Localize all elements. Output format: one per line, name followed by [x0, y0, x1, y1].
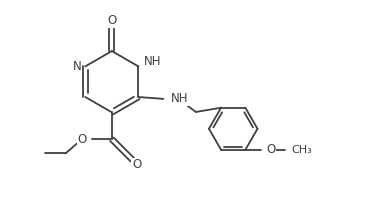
Text: O: O	[78, 133, 87, 146]
Text: N: N	[73, 60, 81, 73]
Text: O: O	[266, 143, 275, 156]
Text: O: O	[132, 158, 142, 171]
Text: O: O	[107, 14, 116, 27]
Text: NH: NH	[144, 55, 161, 68]
Text: CH₃: CH₃	[291, 145, 312, 155]
Text: NH: NH	[171, 92, 188, 105]
